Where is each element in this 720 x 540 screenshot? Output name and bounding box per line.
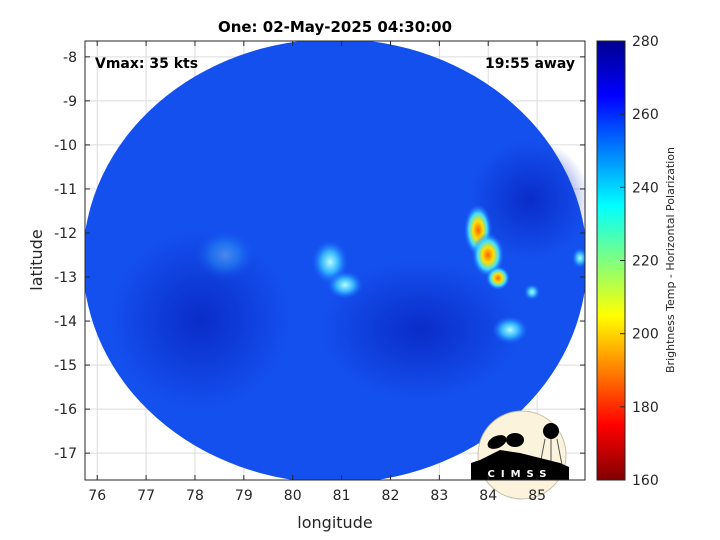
y-tick-label: -14 (54, 314, 77, 330)
x-axis-ticks: 76 77 78 79 80 81 82 83 84 85 (88, 41, 546, 504)
y-tick-label: -8 (63, 50, 77, 66)
colorbar-tick-label: 200 (632, 327, 659, 343)
cold-region (110, 230, 290, 410)
cimss-logo: CIMSS (471, 410, 569, 500)
cold-region (470, 140, 585, 260)
y-axis-ticks: -8 -9 -10 -11 -12 -13 -14 -15 -16 -17 (54, 50, 585, 462)
convection-hotspot (486, 266, 510, 290)
x-tick-label: 81 (333, 488, 351, 504)
colorbar-tick-label: 180 (632, 400, 659, 416)
convection-cluster (327, 271, 363, 299)
convection-cluster (524, 284, 540, 300)
convection-cluster (195, 230, 255, 280)
colorbar-label: Brightness Temp - Horizontal Polarizatio… (664, 147, 677, 373)
y-tick-label: -15 (54, 358, 77, 374)
x-tick-label: 76 (88, 488, 106, 504)
x-tick-label: 78 (186, 488, 204, 504)
cold-region (320, 260, 520, 400)
colorbar-tick-label: 160 (632, 473, 659, 489)
colorbar-tick-label: 260 (632, 107, 659, 123)
x-tick-label: 82 (382, 488, 400, 504)
y-axis-label: latitude (27, 229, 46, 290)
swath-image (85, 41, 585, 480)
colorbar-ticks: 280 260 240 220 200 180 160 (620, 34, 659, 489)
colorbar-tick-label: 280 (632, 34, 659, 50)
x-tick-label: 80 (284, 488, 302, 504)
y-tick-label: -17 (54, 446, 77, 462)
x-tick-label: 79 (235, 488, 253, 504)
y-tick-label: -11 (54, 182, 77, 198)
convection-hotspot (472, 233, 504, 277)
x-axis-label: longitude (297, 513, 372, 532)
convection-cluster (492, 316, 528, 344)
time-away-annotation: 19:55 away (485, 56, 575, 72)
y-tick-label: -13 (54, 270, 77, 286)
x-tick-label: 83 (430, 488, 448, 504)
y-tick-label: -9 (63, 94, 77, 110)
axes-box (84, 40, 586, 481)
plot-title: One: 02-May-2025 04:30:00 (218, 18, 452, 36)
x-tick-label: 77 (137, 488, 155, 504)
vmax-annotation: Vmax: 35 kts (95, 56, 198, 72)
colorbar-tick-label: 240 (632, 180, 659, 196)
y-tick-label: -12 (54, 226, 77, 242)
logo-text: CIMSS (488, 469, 553, 480)
colorbar-tick-label: 220 (632, 254, 659, 270)
x-tick-label: 84 (479, 488, 497, 504)
y-tick-label: -16 (54, 402, 77, 418)
y-tick-label: -10 (54, 138, 77, 154)
x-tick-label: 85 (528, 488, 546, 504)
convection-cluster (572, 248, 585, 268)
